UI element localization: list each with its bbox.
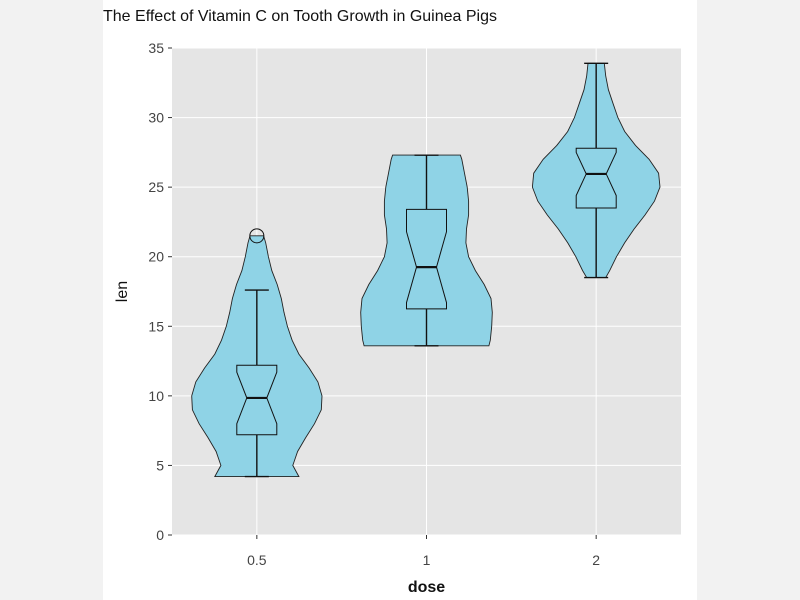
y-tick-label: 5 bbox=[156, 457, 164, 473]
y-tick-label: 30 bbox=[148, 110, 164, 126]
box-notched bbox=[406, 208, 447, 310]
violin-group bbox=[531, 62, 661, 279]
y-axis-label: len bbox=[114, 281, 131, 302]
box-notched bbox=[236, 364, 278, 436]
x-tick-label: 1 bbox=[423, 552, 431, 568]
y-tick-label: 35 bbox=[148, 40, 164, 56]
x-tick-label: 2 bbox=[592, 552, 600, 568]
y-tick-label: 25 bbox=[148, 179, 164, 195]
violin-group bbox=[360, 154, 493, 347]
x-axis-label: dose bbox=[408, 579, 445, 596]
chart-page: The Effect of Vitamin C on Tooth Growth … bbox=[103, 0, 697, 600]
y-tick-label: 10 bbox=[148, 388, 164, 404]
y-axis: 0 5 10 15 20 25 30 35 bbox=[148, 40, 172, 543]
box-notched bbox=[575, 147, 617, 209]
chart-title: The Effect of Vitamin C on Tooth Growth … bbox=[103, 8, 497, 25]
y-tick-label: 15 bbox=[148, 318, 164, 334]
y-tick-label: 20 bbox=[148, 249, 164, 265]
x-tick-label: 0.5 bbox=[247, 552, 267, 568]
violin-chart: 0 5 10 15 20 25 30 35 0.5 1 2 len dose bbox=[114, 40, 681, 596]
y-tick-label: 0 bbox=[156, 527, 164, 543]
x-axis: 0.5 1 2 bbox=[247, 535, 600, 568]
violins bbox=[191, 62, 661, 478]
outlier-point bbox=[249, 228, 265, 244]
violin-group bbox=[191, 228, 323, 478]
